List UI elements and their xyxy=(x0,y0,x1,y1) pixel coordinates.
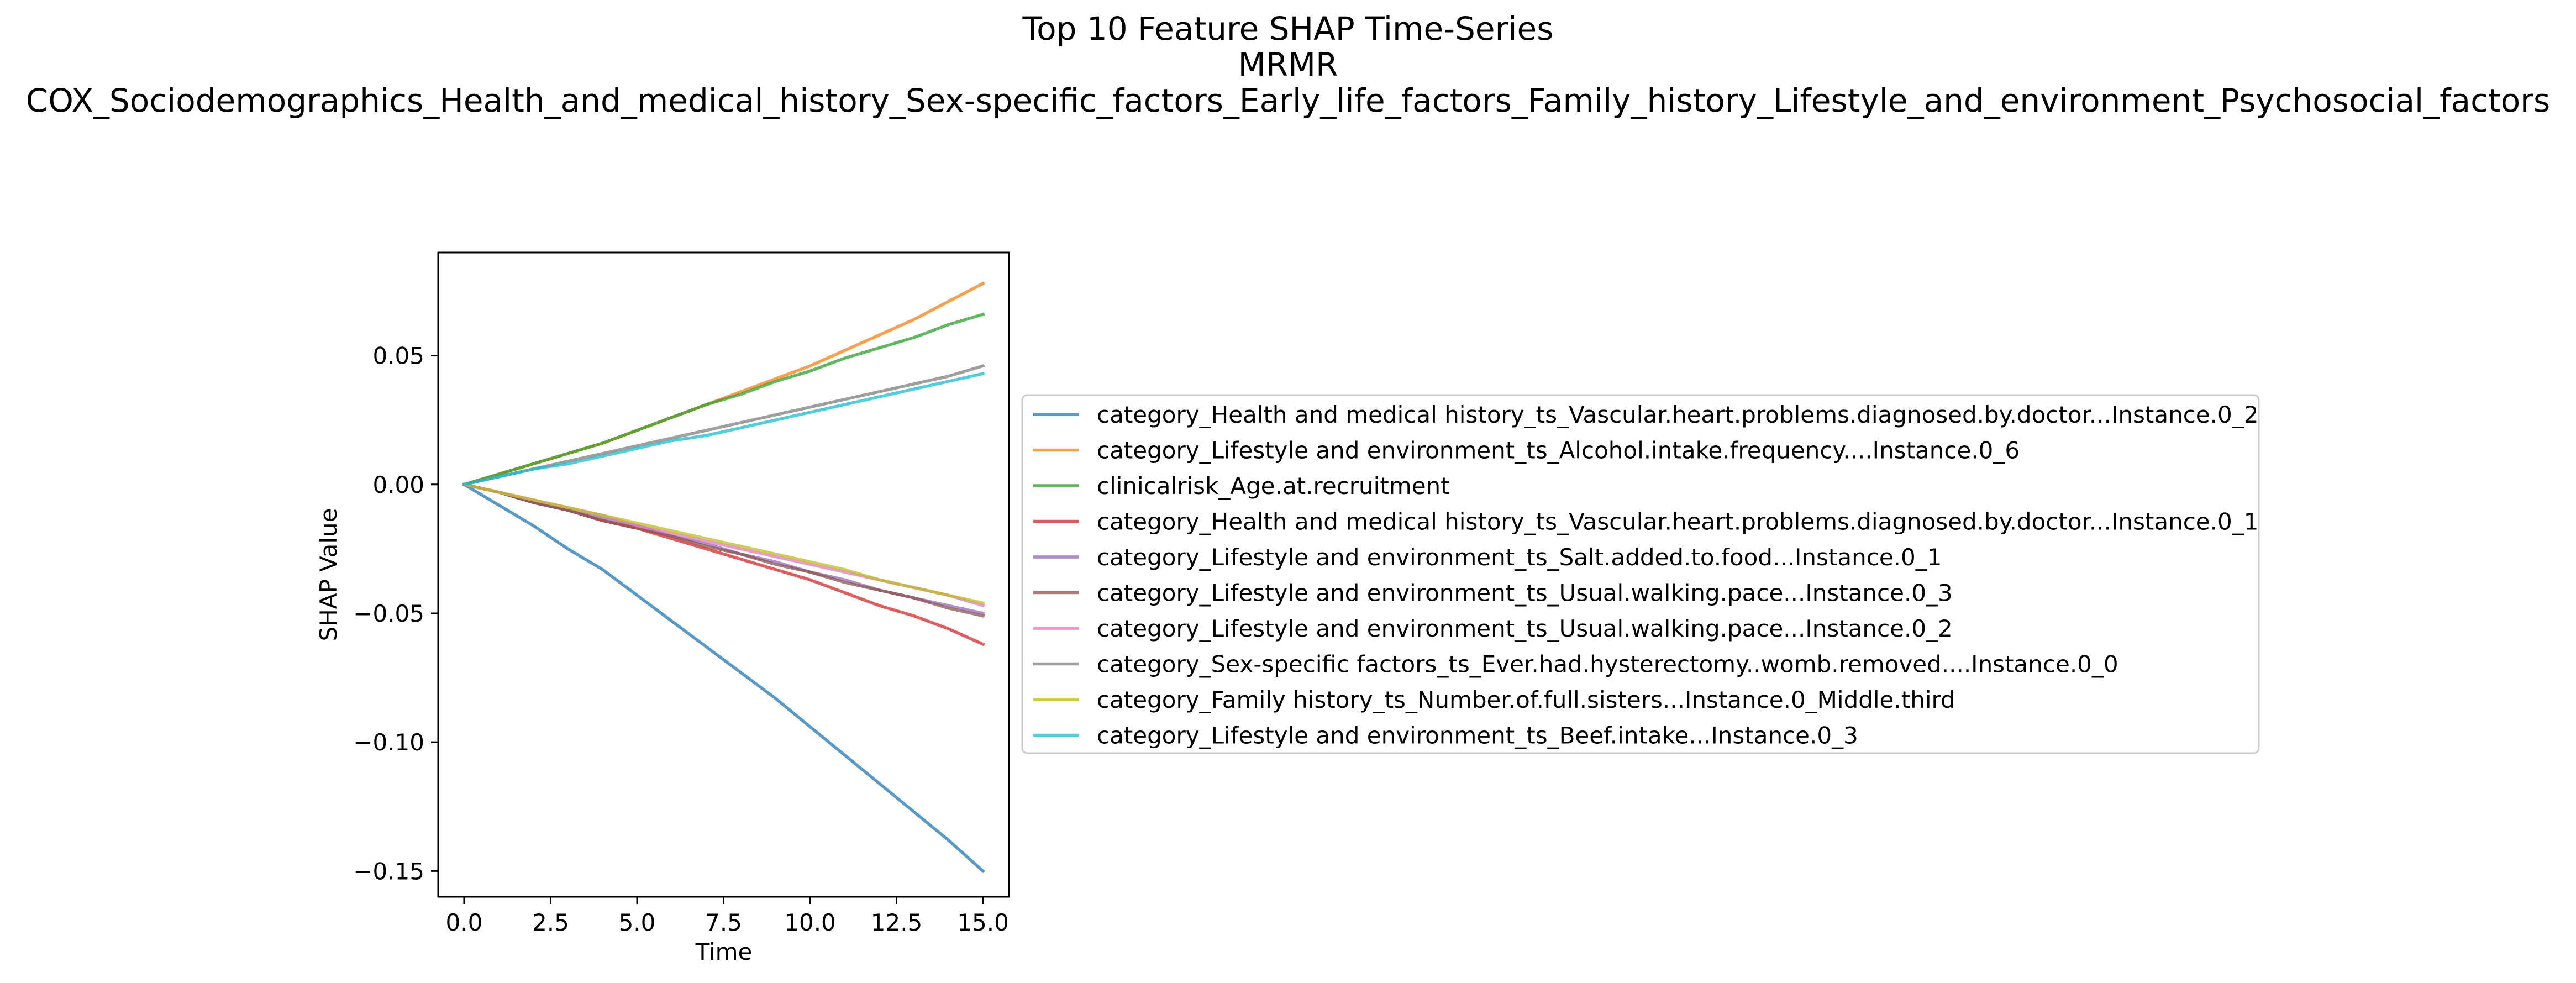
y-tick-label: 0.00 xyxy=(372,471,424,498)
x-tick-label: 2.5 xyxy=(532,909,569,936)
legend-label-1: category_Health and medical history_ts_V… xyxy=(1097,401,2258,428)
legend-label-9: category_Family history_ts_Number.of.ful… xyxy=(1097,686,1955,713)
x-tick-label: 12.5 xyxy=(871,909,923,936)
legend-label-10: category_Lifestyle and environment_ts_Be… xyxy=(1097,722,1858,749)
x-axis: 0.0 2.5 5.0 7.5 10.0 12.5 15.0 xyxy=(446,897,1009,936)
x-axis-label: Time xyxy=(695,938,753,965)
x-tick-label: 10.0 xyxy=(784,909,836,936)
series-line-3 xyxy=(462,312,985,487)
legend-label-6: category_Lifestyle and environment_ts_Us… xyxy=(1097,580,1953,607)
legend-label-3: clinicalrisk_Age.at.recruitment xyxy=(1097,472,1450,500)
legend-label-4: category_Health and medical history_ts_V… xyxy=(1097,508,2258,535)
y-tick-label: 0.05 xyxy=(372,343,424,370)
legend-entries: category_Health and medical history_ts_V… xyxy=(1033,401,2258,749)
legend-label-2: category_Lifestyle and environment_ts_Al… xyxy=(1097,437,2020,464)
legend-frame xyxy=(1021,394,2260,754)
title-line-2: MRMR xyxy=(1238,46,1338,83)
y-tick-label: −0.10 xyxy=(353,729,424,756)
series-layer xyxy=(462,281,985,874)
y-tick-label: −0.15 xyxy=(353,858,424,885)
legend-label-7: category_Lifestyle and environment_ts_Us… xyxy=(1097,615,1953,642)
y-tick-label: −0.05 xyxy=(353,600,424,627)
x-tick-label: 0.0 xyxy=(446,909,483,936)
x-tick-label: 15.0 xyxy=(957,909,1009,936)
legend-label-5: category_Lifestyle and environment_ts_Sa… xyxy=(1097,544,1942,571)
x-tick-label: 7.5 xyxy=(705,909,742,936)
series-line-10 xyxy=(462,371,985,487)
legend-label-8: category_Sex-specific factors_ts_Ever.ha… xyxy=(1097,651,2118,678)
legend: category_Health and medical history_ts_V… xyxy=(1021,394,2260,754)
title-line-3: COX_Sociodemographics_Health_and_medical… xyxy=(26,82,2551,119)
series-line-6 xyxy=(462,482,985,618)
chart-title: Top 10 Feature SHAP Time-Series MRMR COX… xyxy=(26,10,2551,119)
series-line-1 xyxy=(462,482,985,874)
y-axis-label: SHAP Value xyxy=(315,508,342,642)
series-line-9 xyxy=(462,482,985,605)
y-axis: 0.05 0.00 −0.05 −0.10 −0.15 xyxy=(353,343,438,885)
title-line-1: Top 10 Feature SHAP Time-Series xyxy=(1022,10,1554,48)
x-tick-label: 5.0 xyxy=(619,909,656,936)
